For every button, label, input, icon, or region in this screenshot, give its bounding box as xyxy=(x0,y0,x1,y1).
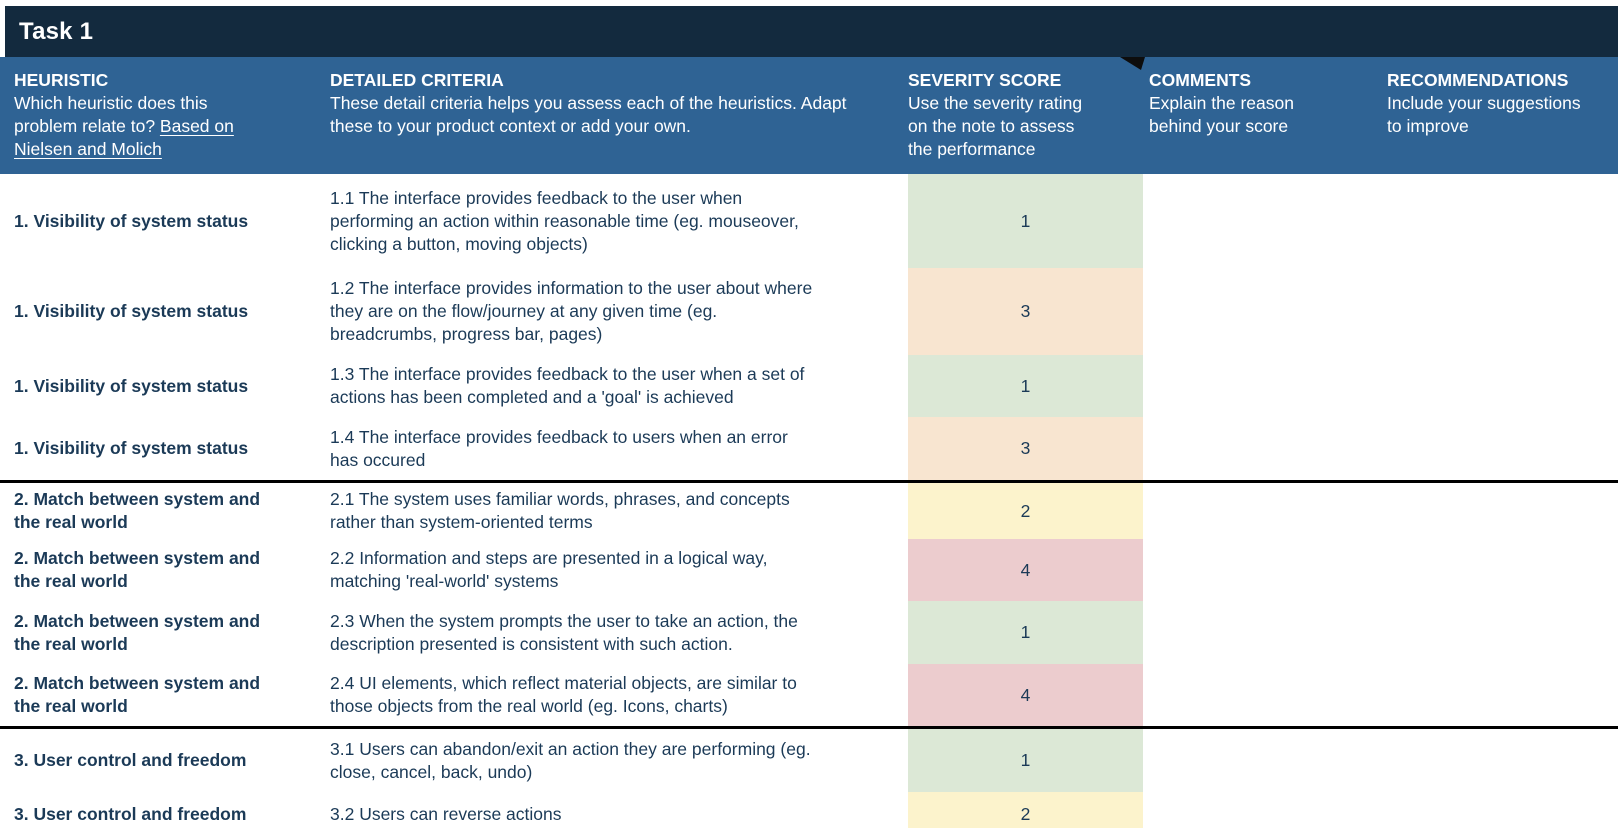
comments-cell[interactable] xyxy=(1143,601,1378,664)
table-body: 1. Visibility of system status 1.1 The i… xyxy=(0,174,1618,828)
comments-cell[interactable] xyxy=(1143,417,1378,480)
recommendations-cell[interactable] xyxy=(1378,483,1618,539)
heuristic-cell[interactable]: 1. Visibility of system status xyxy=(14,438,249,458)
criteria-cell[interactable]: 1.3 The interface provides feedback to t… xyxy=(330,364,805,407)
recommendations-cell[interactable] xyxy=(1378,539,1618,601)
severity-score-cell[interactable]: 3 xyxy=(908,417,1143,480)
heuristic-cell[interactable]: 1. Visibility of system status xyxy=(14,375,249,396)
heuristic-cell[interactable]: 2. Match between system and the real wor… xyxy=(14,610,261,654)
criteria-cell[interactable]: 2.1 The system uses familiar words, phra… xyxy=(330,489,790,532)
criteria-cell[interactable]: 2.4 UI elements, which reflect material … xyxy=(330,673,797,716)
heuristic-cell[interactable]: 3. User control and freedom xyxy=(14,750,247,770)
severity-score-cell[interactable]: 4 xyxy=(908,539,1143,601)
severity-score-cell[interactable]: 1 xyxy=(908,601,1143,664)
recommendations-cell[interactable] xyxy=(1378,417,1618,480)
comments-cell[interactable] xyxy=(1143,664,1378,726)
severity-score-cell[interactable]: 4 xyxy=(908,664,1143,726)
severity-score-cell[interactable]: 2 xyxy=(908,792,1143,828)
table-row: 2. Match between system and the real wor… xyxy=(0,601,1618,664)
nielsen-molich-link[interactable]: Based on Nielsen and Molich xyxy=(14,116,234,159)
table-row: 1. Visibility of system status 1.3 The i… xyxy=(0,355,1618,417)
severity-column-title: SEVERITY SCORE xyxy=(908,70,1062,90)
severity-score-cell[interactable]: 1 xyxy=(908,729,1143,792)
comments-cell[interactable] xyxy=(1143,174,1378,268)
comments-column-description: Explain the reason behind your score xyxy=(1149,93,1294,136)
criteria-cell[interactable]: 1.2 The interface provides information t… xyxy=(330,278,813,344)
header-cell-comments[interactable]: COMMENTS Explain the reason behind your … xyxy=(1143,57,1378,174)
table-row: 3. User control and freedom 3.1 Users ca… xyxy=(0,726,1618,792)
comments-cell[interactable] xyxy=(1143,355,1378,417)
heuristic-column-title: HEURISTIC xyxy=(14,70,109,90)
severity-score-cell[interactable]: 1 xyxy=(908,355,1143,417)
criteria-column-title: DETAILED CRITERIA xyxy=(330,70,504,90)
table-row: 1. Visibility of system status 1.4 The i… xyxy=(0,417,1618,480)
table-row: 2. Match between system and the real wor… xyxy=(0,539,1618,601)
task-title: Task 1 xyxy=(19,17,94,45)
table-row: 1. Visibility of system status 1.1 The i… xyxy=(0,174,1618,268)
criteria-cell[interactable]: 1.1 The interface provides feedback to t… xyxy=(330,187,799,254)
comments-column-title: COMMENTS xyxy=(1149,70,1252,90)
comments-cell[interactable] xyxy=(1143,268,1378,355)
criteria-cell[interactable]: 2.3 When the system prompts the user to … xyxy=(330,610,798,654)
recommendations-cell[interactable] xyxy=(1378,792,1618,828)
heuristic-column-description: Which heuristic does this problem relate… xyxy=(14,93,234,159)
comments-cell[interactable] xyxy=(1143,792,1378,828)
comments-cell[interactable] xyxy=(1143,483,1378,539)
recommendations-cell[interactable] xyxy=(1378,601,1618,664)
recommendations-cell[interactable] xyxy=(1378,268,1618,355)
severity-score-cell[interactable]: 2 xyxy=(908,483,1143,539)
heuristic-cell[interactable]: 1. Visibility of system status xyxy=(14,210,249,231)
heuristic-cell[interactable]: 1. Visibility of system status xyxy=(14,301,249,321)
heuristic-cell[interactable]: 3. User control and freedom xyxy=(14,804,247,824)
table-row: 2. Match between system and the real wor… xyxy=(0,480,1618,539)
table-row: 3. User control and freedom 3.2 Users ca… xyxy=(0,792,1618,828)
heuristic-cell[interactable]: 2. Match between system and the real wor… xyxy=(14,673,261,716)
table-row: 2. Match between system and the real wor… xyxy=(0,664,1618,726)
task-header-bar[interactable]: Task 1 xyxy=(5,6,1618,57)
header-cell-severity-score[interactable]: SEVERITY SCORE Use the severity rating o… xyxy=(908,57,1143,174)
table-row: 1. Visibility of system status 1.2 The i… xyxy=(0,268,1618,355)
header-cell-recommendations[interactable]: RECOMMENDATIONS Include your suggestions… xyxy=(1378,57,1618,174)
severity-column-description: Use the severity rating on the note to a… xyxy=(908,93,1083,159)
table-header-row: HEURISTIC Which heuristic does this prob… xyxy=(0,57,1618,174)
heuristic-cell[interactable]: 2. Match between system and the real wor… xyxy=(14,489,261,532)
recommendations-cell[interactable] xyxy=(1378,664,1618,726)
header-cell-detailed-criteria[interactable]: DETAILED CRITERIA These detail criteria … xyxy=(330,57,908,174)
recommendations-cell[interactable] xyxy=(1378,174,1618,268)
comments-cell[interactable] xyxy=(1143,729,1378,792)
comment-marker-triangle-icon xyxy=(1120,57,1145,70)
heuristic-cell[interactable]: 2. Match between system and the real wor… xyxy=(14,548,261,591)
criteria-cell[interactable]: 3.1 Users can abandon/exit an action the… xyxy=(330,738,811,782)
recommendations-cell[interactable] xyxy=(1378,355,1618,417)
criteria-column-description: These detail criteria helps you assess e… xyxy=(330,93,847,136)
recommendations-column-description: Include your suggestions to improve xyxy=(1387,93,1581,136)
severity-score-cell[interactable]: 3 xyxy=(908,268,1143,355)
comments-cell[interactable] xyxy=(1143,539,1378,601)
criteria-cell[interactable]: 3.2 Users can reverse actions xyxy=(330,804,562,824)
recommendations-column-title: RECOMMENDATIONS xyxy=(1387,70,1569,90)
criteria-cell[interactable]: 2.2 Information and steps are presented … xyxy=(330,548,768,591)
recommendations-cell[interactable] xyxy=(1378,729,1618,792)
header-cell-heuristic[interactable]: HEURISTIC Which heuristic does this prob… xyxy=(0,57,330,174)
criteria-cell[interactable]: 1.4 The interface provides feedback to u… xyxy=(330,426,788,470)
severity-score-cell[interactable]: 1 xyxy=(908,174,1143,268)
